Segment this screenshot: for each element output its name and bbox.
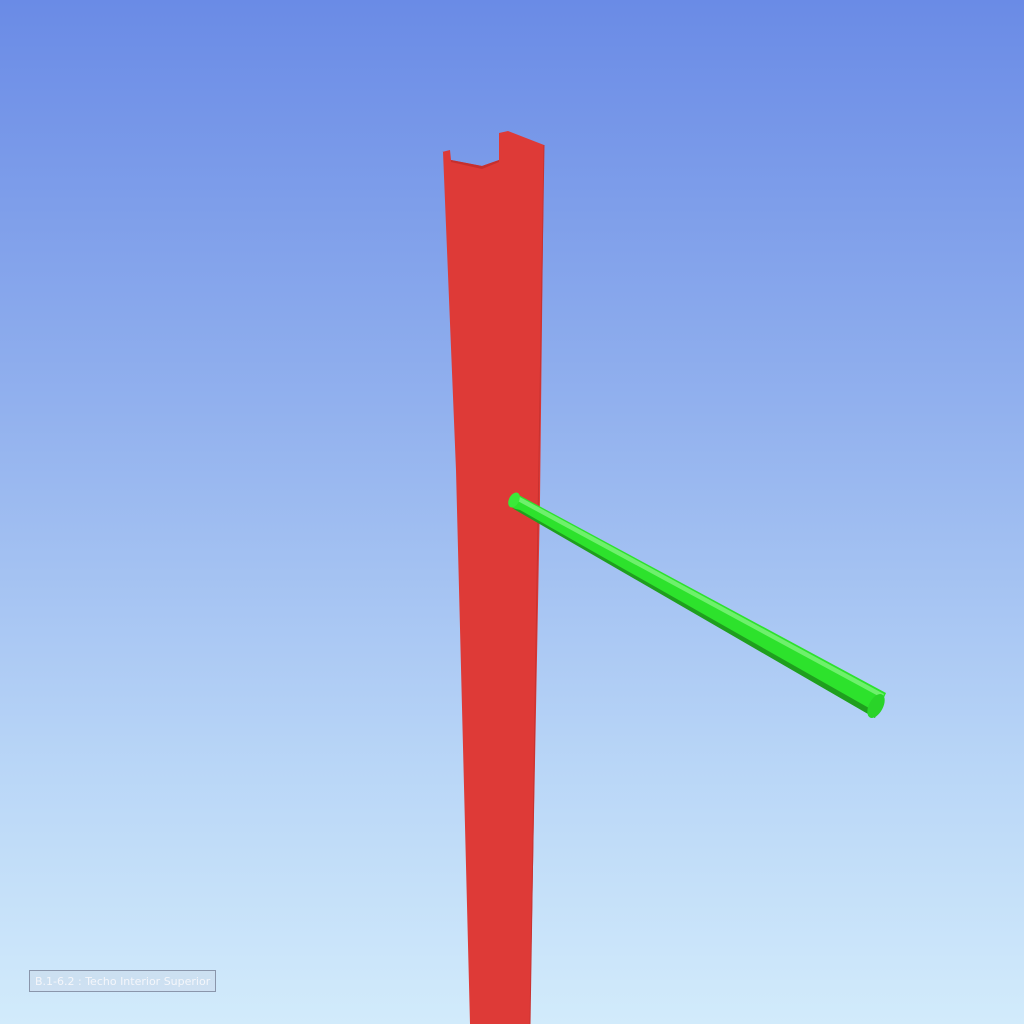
column-top-notch xyxy=(451,160,499,169)
red-structural-column[interactable] xyxy=(442,131,545,1024)
column-edge-line xyxy=(529,144,545,1024)
selection-label: B.1-6.2 : Techo Interior Superior xyxy=(29,970,217,992)
bar-highlight xyxy=(514,495,884,698)
bar-start-cap xyxy=(508,492,520,508)
bar-body[interactable] xyxy=(510,493,886,718)
bar-end-cap xyxy=(867,694,885,718)
bar-shadow-side xyxy=(512,508,876,718)
column-body[interactable] xyxy=(442,131,544,1024)
green-cylindrical-bar[interactable] xyxy=(506,491,888,721)
